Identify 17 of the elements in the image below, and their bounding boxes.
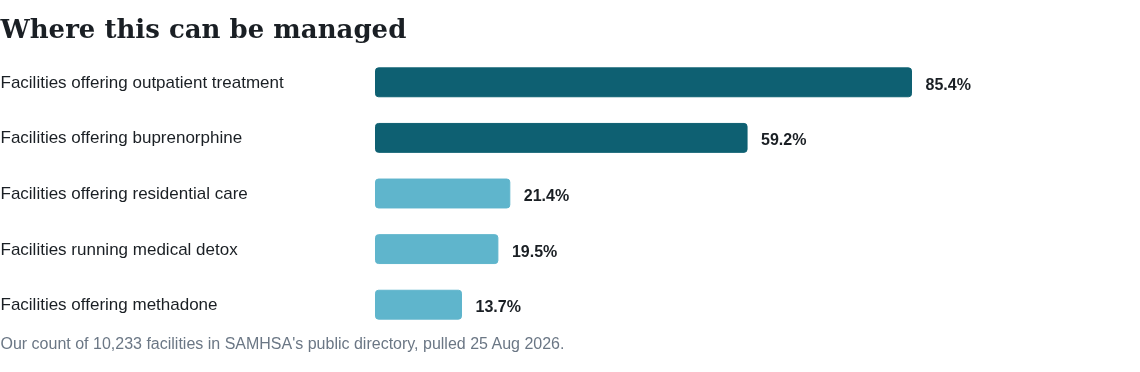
y-tick-label: Facilities offering buprenorphine <box>0 128 243 148</box>
data-label: 85.4% <box>925 75 971 93</box>
data-label: 21.4% <box>523 187 570 204</box>
bar <box>375 289 462 320</box>
data-label: 19.5% <box>511 242 558 260</box>
data-label: 13.7% <box>475 298 521 316</box>
bar <box>375 178 511 209</box>
chart-title: Where this can be managed <box>0 13 407 44</box>
y-tick-label: Facilities offering residential care <box>0 184 248 203</box>
bar <box>375 234 499 265</box>
bar <box>375 67 912 98</box>
y-tick-label: Facilities offering methadone <box>0 295 218 315</box>
y-tick-label: Facilities offering outpatient treatment <box>0 72 284 92</box>
bar <box>375 122 748 153</box>
data-label: 59.2% <box>761 131 807 149</box>
y-tick-label: Facilities running medical detox <box>0 239 239 259</box>
text: Our count of 10,233 facilities in SAMHSA's public directory, pulled 25 Aug 2026. <box>0 334 565 352</box>
